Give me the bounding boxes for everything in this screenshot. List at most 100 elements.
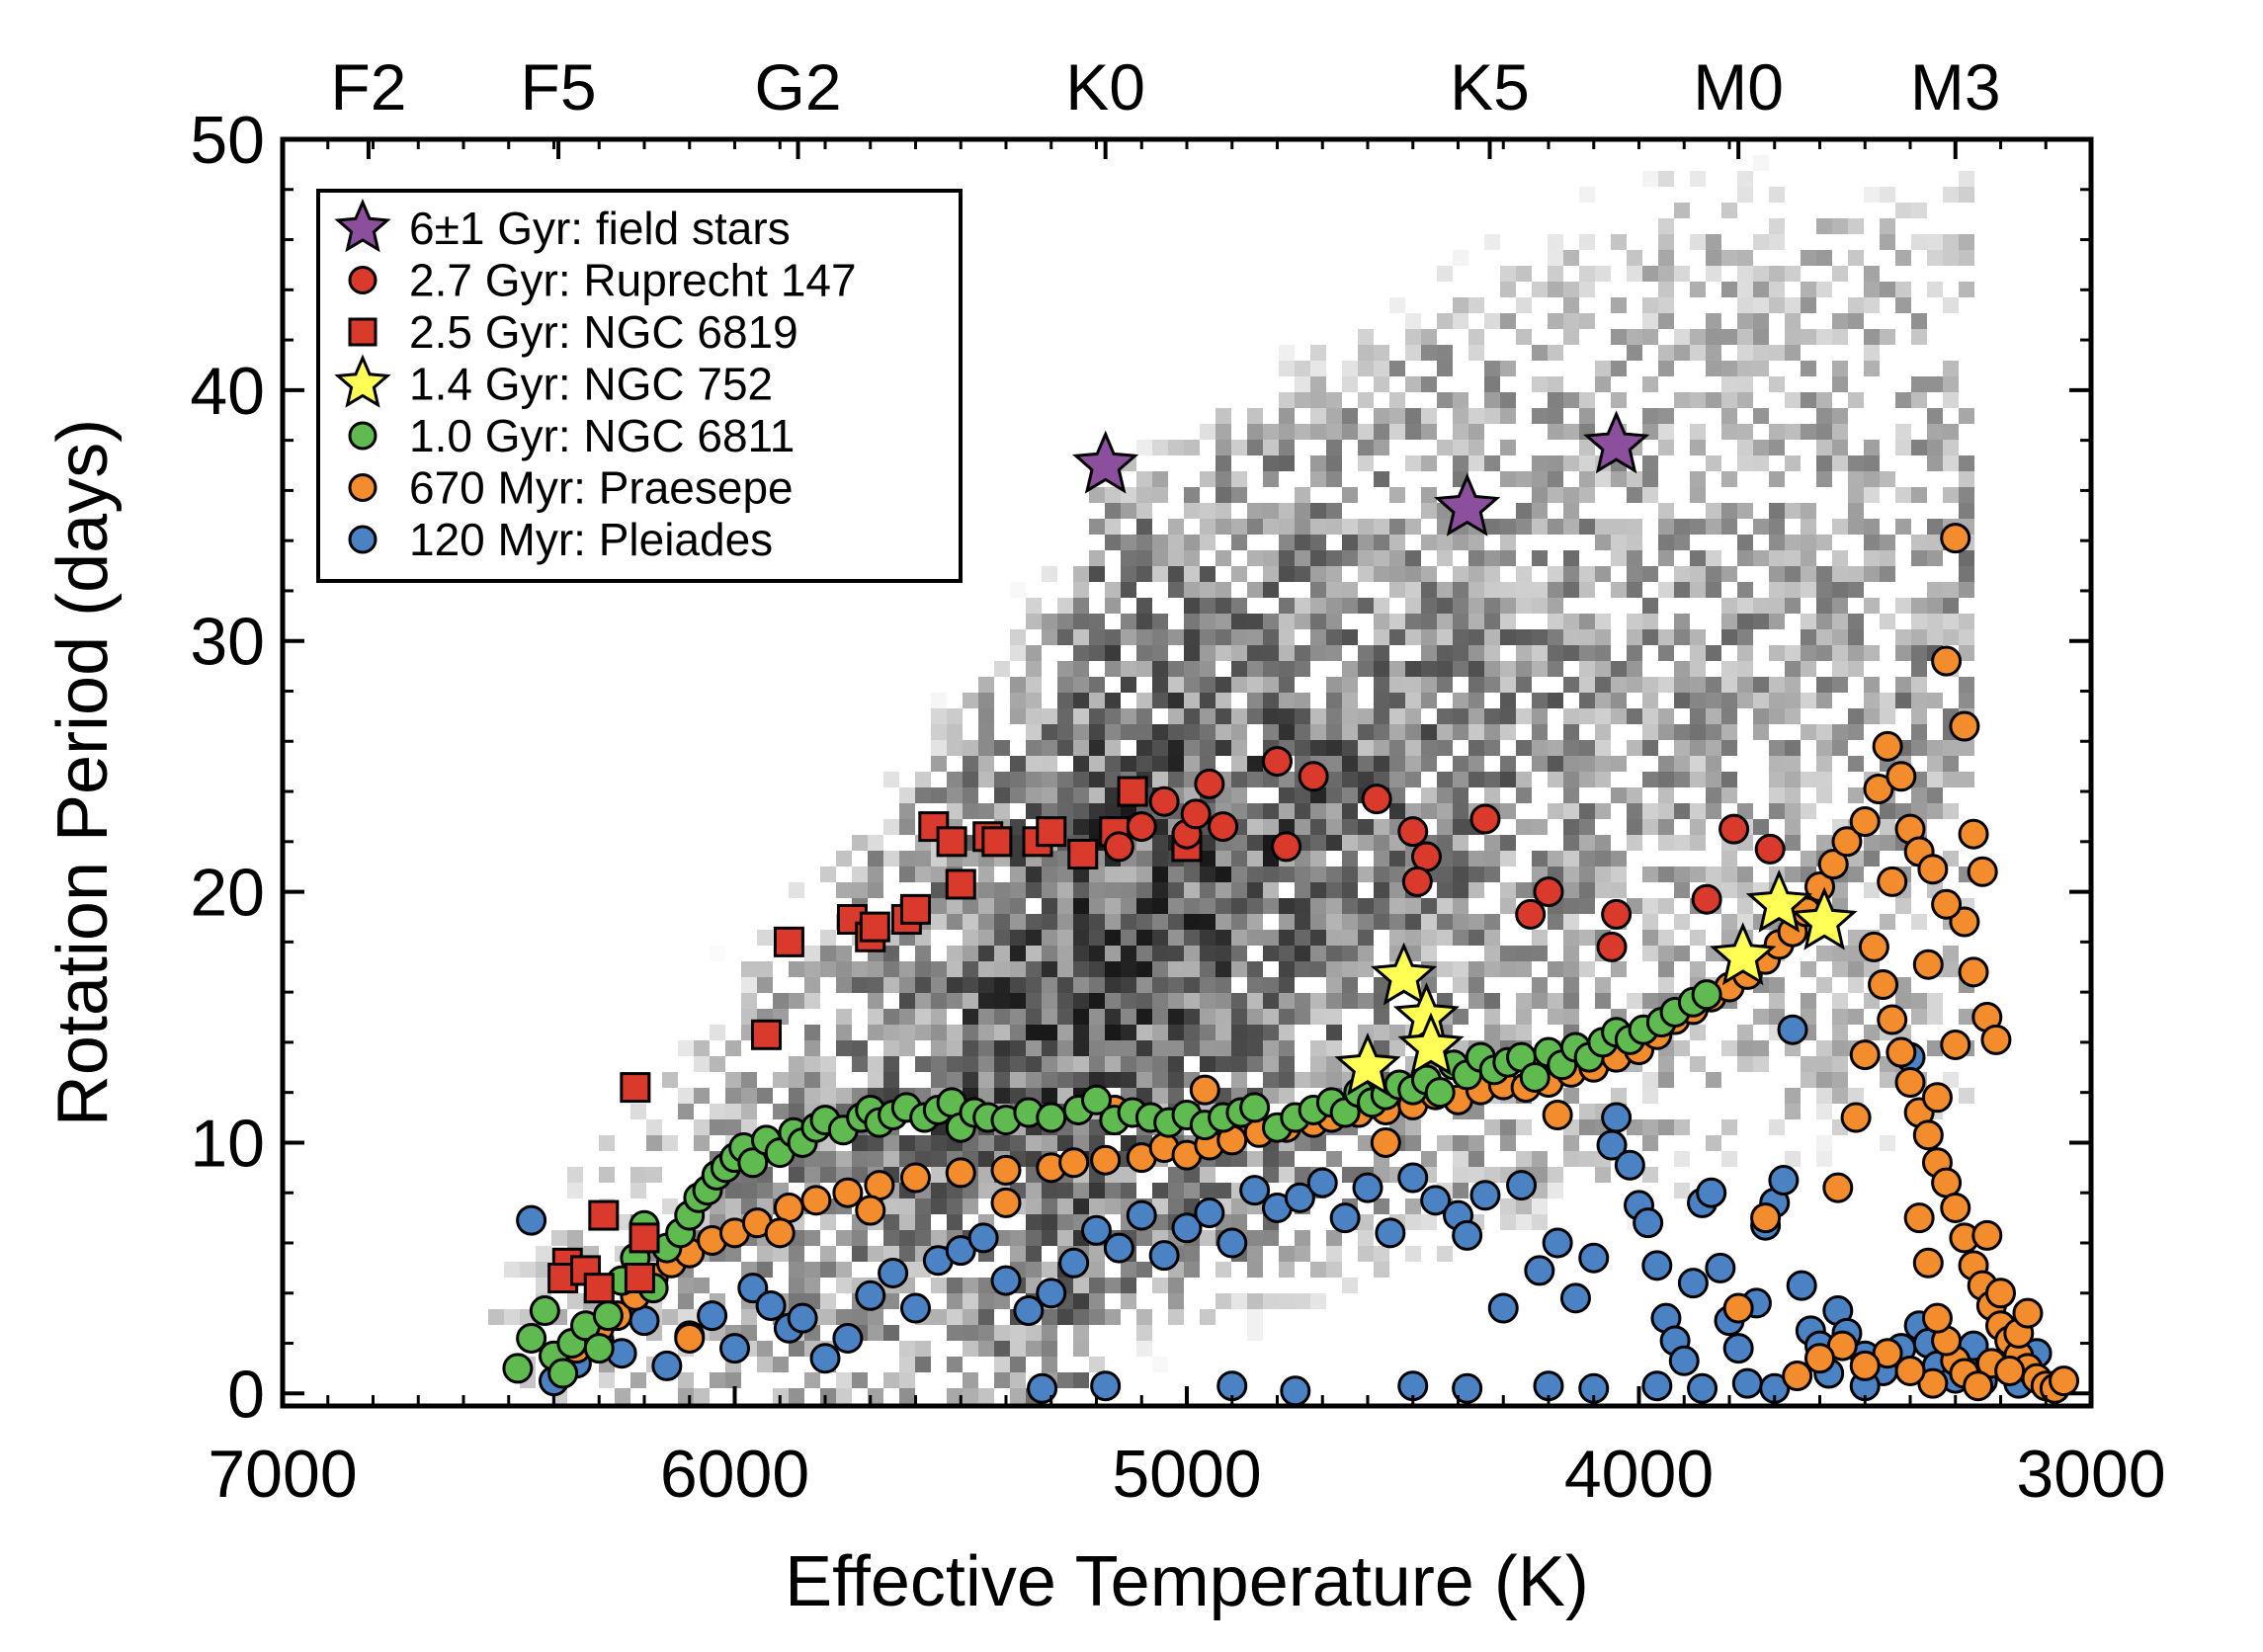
density-cell <box>1437 629 1453 645</box>
density-cell <box>1389 661 1405 677</box>
density-cell <box>1611 329 1627 345</box>
density-cell <box>1263 614 1279 629</box>
star-data-point <box>1710 922 1777 986</box>
density-cell <box>1785 550 1801 566</box>
density-cell <box>1184 708 1200 724</box>
density-cell <box>1057 993 1073 1009</box>
density-cell <box>1674 1183 1690 1198</box>
density-cell <box>978 1009 994 1025</box>
density-cell <box>1057 1025 1073 1040</box>
density-cell <box>1959 1009 1974 1025</box>
density-cell <box>1358 345 1374 361</box>
density-cell <box>1674 535 1690 550</box>
density-cell <box>1231 1025 1247 1040</box>
density-cell <box>1437 345 1453 361</box>
density-cell <box>1089 1025 1105 1040</box>
density-cell <box>963 693 978 708</box>
density-cell <box>963 914 978 930</box>
density-cell <box>1674 329 1690 345</box>
density-cell <box>1200 693 1215 708</box>
density-cell <box>1263 882 1279 898</box>
density-cell <box>1832 598 1848 614</box>
density-cell <box>963 1278 978 1293</box>
density-cell <box>1706 1072 1721 1088</box>
density-cell <box>1405 345 1421 361</box>
square-data-point <box>1067 839 1099 870</box>
circle-data-point <box>1980 1024 2012 1055</box>
density-cell <box>1089 914 1105 930</box>
density-cell <box>599 1372 615 1388</box>
density-cell <box>994 1341 1010 1357</box>
density-cell <box>836 851 852 867</box>
density-cell <box>1690 471 1706 487</box>
density-cell <box>1927 282 1943 297</box>
density-cell <box>1105 772 1121 787</box>
density-cell <box>1358 392 1374 408</box>
density-cell <box>1848 629 1864 645</box>
density-cell <box>1215 471 1231 487</box>
density-cell <box>1453 661 1468 677</box>
density-cell <box>1231 629 1247 645</box>
density-cell <box>1089 772 1105 787</box>
density-cell <box>1200 471 1215 487</box>
density-cell <box>1753 1009 1769 1025</box>
density-cell <box>1595 376 1611 392</box>
density-cell <box>1500 803 1516 819</box>
density-cell <box>899 1214 915 1230</box>
density-cell <box>1026 645 1042 661</box>
density-cell <box>931 1025 947 1040</box>
density-cell <box>978 898 994 914</box>
density-cell <box>1263 1151 1279 1167</box>
density-cell <box>1215 677 1231 693</box>
density-cell <box>1785 582 1801 598</box>
density-cell <box>1785 345 1801 361</box>
density-cell <box>1089 946 1105 961</box>
density-cell <box>1658 582 1674 598</box>
density-cell <box>1026 1262 1042 1278</box>
density-cell <box>1579 961 1595 977</box>
density-cell <box>994 1325 1010 1341</box>
density-cell <box>1310 455 1326 471</box>
density-cell <box>1026 1198 1042 1214</box>
density-cell <box>1500 882 1516 898</box>
density-cell <box>1753 440 1769 455</box>
density-cell <box>1200 503 1215 519</box>
density-cell <box>504 1309 520 1325</box>
density-cell <box>1895 629 1911 645</box>
density-cell <box>1389 914 1405 930</box>
density-cell <box>1152 882 1168 898</box>
density-cell <box>1642 614 1658 629</box>
density-cell <box>820 1262 836 1278</box>
density-cell <box>1453 724 1468 740</box>
density-cell <box>1706 250 1721 266</box>
density-cell <box>1500 661 1516 677</box>
legend-label: 120 Myr: Pleiades <box>409 514 773 565</box>
density-cell <box>1089 1246 1105 1262</box>
density-cell <box>1595 724 1611 740</box>
density-cell <box>1453 629 1468 645</box>
density-cell <box>1200 1183 1215 1198</box>
density-cell <box>1374 740 1389 756</box>
density-cell <box>1516 1214 1532 1230</box>
density-cell <box>1358 819 1374 835</box>
density-cell <box>1295 882 1310 898</box>
density-cell <box>1247 1009 1263 1025</box>
density-cell <box>757 1262 773 1278</box>
density-cell <box>1215 898 1231 914</box>
density-cell <box>1500 1135 1516 1151</box>
density-cell <box>1706 772 1721 787</box>
density-cell <box>1057 598 1073 614</box>
density-cell <box>1500 1198 1516 1214</box>
density-cell <box>1959 1088 1974 1104</box>
density-cell <box>1358 756 1374 772</box>
density-cell <box>773 1246 789 1262</box>
density-cell <box>1595 471 1611 487</box>
density-cell <box>1690 566 1706 582</box>
density-cell <box>1168 882 1184 898</box>
density-cell <box>1500 282 1516 297</box>
density-cell <box>1057 740 1073 756</box>
density-cell <box>1358 930 1374 946</box>
density-cell <box>1215 598 1231 614</box>
density-cell <box>1374 345 1389 361</box>
density-cell <box>947 724 963 740</box>
